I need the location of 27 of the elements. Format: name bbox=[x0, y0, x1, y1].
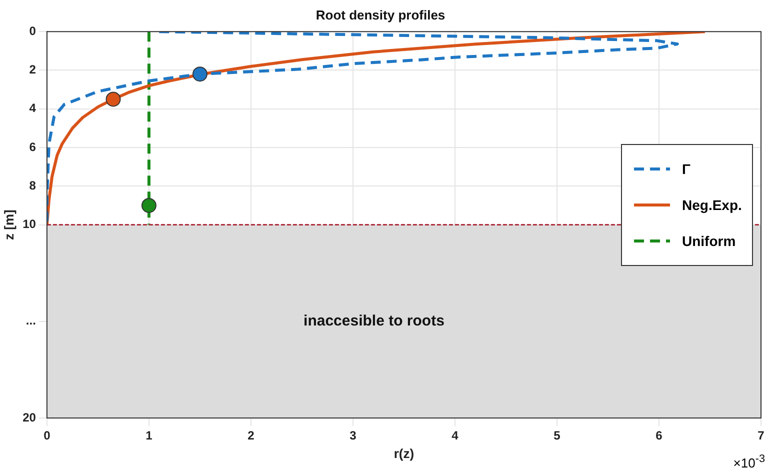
y-tick-label: 20 bbox=[22, 410, 36, 424]
legend-label: Γ bbox=[682, 160, 690, 177]
y-tick-label: 10 bbox=[22, 217, 36, 232]
x-tick-label: 5 bbox=[554, 428, 561, 443]
x-tick-label: 6 bbox=[656, 428, 663, 443]
x-tick-label: 4 bbox=[452, 428, 459, 443]
legend-label: Uniform bbox=[682, 232, 736, 249]
x-tick-label: 1 bbox=[146, 428, 153, 443]
point bbox=[106, 92, 121, 107]
x-tick-label: 2 bbox=[248, 428, 255, 443]
y-tick-label: 0 bbox=[29, 24, 36, 38]
x-axis-title: r(z) bbox=[394, 446, 414, 461]
x-tick-label: 3 bbox=[350, 428, 357, 443]
y-axis-title: z [m] bbox=[1, 210, 16, 240]
y-tick-label: 6 bbox=[29, 140, 36, 154]
x-tick-label: 0 bbox=[44, 428, 51, 443]
band-label: inaccesible to roots bbox=[304, 312, 444, 330]
chart-title: Root density profiles bbox=[316, 7, 446, 22]
x-tick-label: 7 bbox=[758, 428, 765, 443]
y-tick-label: 8 bbox=[29, 178, 36, 192]
text: ×10$^{-3}$ bbox=[733, 452, 765, 470]
legend-label: Neg.Exp. bbox=[682, 196, 742, 213]
point bbox=[192, 66, 208, 82]
point bbox=[141, 198, 156, 213]
y-tick-label: ... bbox=[26, 314, 36, 328]
y-tick-label: 4 bbox=[29, 101, 36, 116]
y-tick-label: 2 bbox=[29, 62, 36, 77]
